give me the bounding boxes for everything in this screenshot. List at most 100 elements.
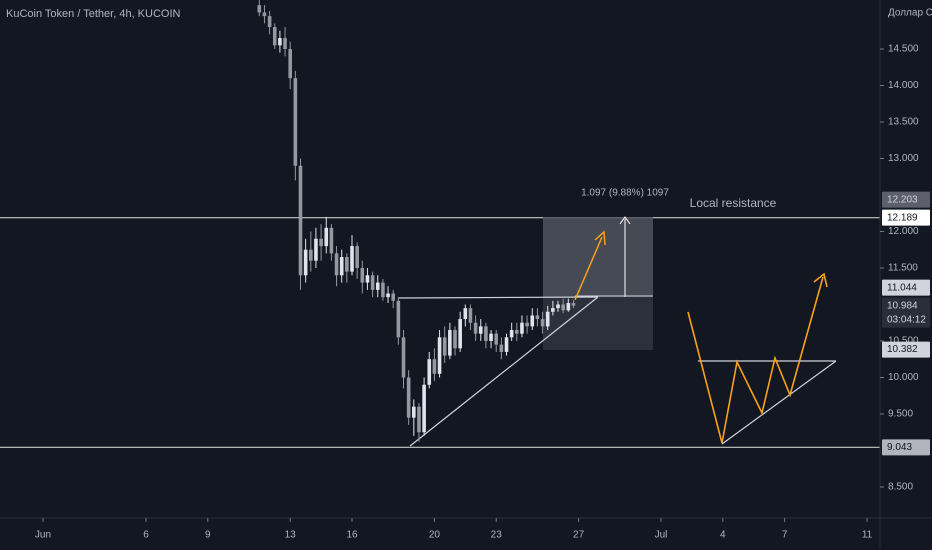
- candle-body: [525, 322, 529, 327]
- pattern-support: [721, 360, 837, 445]
- candle-body: [278, 38, 282, 46]
- candle-body: [345, 257, 349, 272]
- orange-arrow: [574, 236, 603, 301]
- x-tick-label: 11: [862, 530, 873, 541]
- candle-body: [350, 246, 354, 272]
- candle-body: [504, 337, 509, 352]
- target-zone: [543, 217, 653, 297]
- price-label: 12.203: [887, 194, 918, 205]
- x-tick-label: 13: [285, 530, 297, 541]
- y-tick-label: 10.000: [888, 372, 919, 383]
- candle-body: [520, 322, 524, 334]
- candle-body: [453, 330, 457, 349]
- candle-body: [386, 293, 390, 298]
- price-label: 9.043: [887, 442, 912, 453]
- y-tick-label: 12.000: [888, 226, 919, 237]
- arrow-head: [594, 230, 606, 246]
- candle-body: [298, 165, 303, 276]
- candle-body: [515, 330, 519, 334]
- candle-body: [412, 406, 416, 418]
- candle-body: [391, 293, 396, 301]
- candle-body: [324, 227, 329, 247]
- x-tick-label: 4: [720, 530, 726, 541]
- candle-body: [309, 249, 313, 261]
- candle-body: [401, 337, 406, 378]
- candle-body: [442, 337, 447, 356]
- candle-body: [381, 282, 385, 298]
- x-tick-label: 27: [573, 530, 585, 541]
- candle-body: [463, 308, 468, 320]
- candle-body: [375, 282, 380, 290]
- candle-body: [427, 359, 432, 385]
- stop-zone: [543, 297, 653, 350]
- price-label-bg: [882, 341, 930, 358]
- candle-body: [257, 5, 262, 13]
- candle-body: [551, 308, 555, 312]
- x-tick-label: Jun: [35, 530, 51, 541]
- candle-body: [406, 377, 411, 418]
- candle-body: [370, 275, 375, 290]
- x-tick-label: Jul: [655, 530, 668, 541]
- candle-body: [339, 257, 344, 276]
- candle-body: [293, 78, 298, 166]
- price-label-bg: [882, 209, 930, 226]
- candle-body: [530, 315, 535, 327]
- candle-body: [303, 249, 308, 276]
- candle-body: [535, 315, 540, 320]
- x-tick-label: 23: [491, 530, 503, 541]
- x-tick-label: 20: [429, 530, 441, 541]
- candle-body: [432, 359, 437, 374]
- measure-label: 1.097 (9.88%) 1097: [581, 188, 669, 199]
- price-label-bg: [882, 439, 930, 456]
- candle-body: [571, 303, 576, 306]
- price-label-bg: [882, 191, 930, 208]
- candle-body: [494, 333, 499, 345]
- price-label: 11.044: [887, 282, 917, 293]
- candle-body: [458, 319, 462, 349]
- candle-body: [319, 238, 323, 247]
- x-tick-label: 16: [346, 530, 358, 541]
- candle-body: [288, 48, 293, 79]
- candle-body: [422, 384, 426, 433]
- arrow-head: [813, 272, 828, 288]
- x-tick-label: 7: [782, 530, 788, 541]
- price-label: 10.984: [887, 300, 918, 311]
- candle-body: [556, 304, 560, 309]
- candle-body: [334, 253, 339, 276]
- drawings: 1.097 (9.88%) 1097 Local resistance: [397, 188, 837, 447]
- y-tick-label: 8.500: [888, 482, 913, 493]
- price-label: 10.382: [887, 344, 918, 355]
- candle-body: [360, 267, 365, 283]
- y-tick-label: 13.000: [888, 153, 919, 164]
- candle-body: [540, 319, 545, 327]
- chart-title: KuCoin Token / Tether, 4h, KUCOIN: [6, 8, 181, 20]
- triangle-top: [397, 296, 599, 299]
- candle-body: [437, 337, 442, 374]
- candle-body: [314, 238, 318, 261]
- price-label: 12.189: [887, 212, 918, 223]
- candle-body: [545, 311, 550, 327]
- currency-label: Доллар СШ: [888, 8, 932, 19]
- candle-body: [499, 344, 504, 352]
- candle-body: [283, 38, 287, 49]
- candle-body: [509, 330, 514, 338]
- candle-body: [355, 246, 359, 268]
- y-tick-label: 9.500: [888, 409, 913, 420]
- resistance-label: Local resistance: [690, 196, 777, 210]
- candle-body: [489, 333, 493, 341]
- y-tick-label: 14.000: [888, 80, 919, 91]
- candles: [257, 0, 576, 442]
- candle-body: [267, 16, 272, 28]
- price-label-bg: [882, 279, 930, 296]
- arrow-head: [619, 216, 631, 225]
- candle-body: [365, 275, 370, 283]
- candle-body: [272, 27, 277, 46]
- y-tick-label: 10.500: [888, 336, 919, 347]
- countdown: 03:04:12: [887, 314, 926, 325]
- candle-body: [262, 12, 267, 17]
- candle-body: [329, 227, 334, 254]
- candle-body: [561, 304, 565, 311]
